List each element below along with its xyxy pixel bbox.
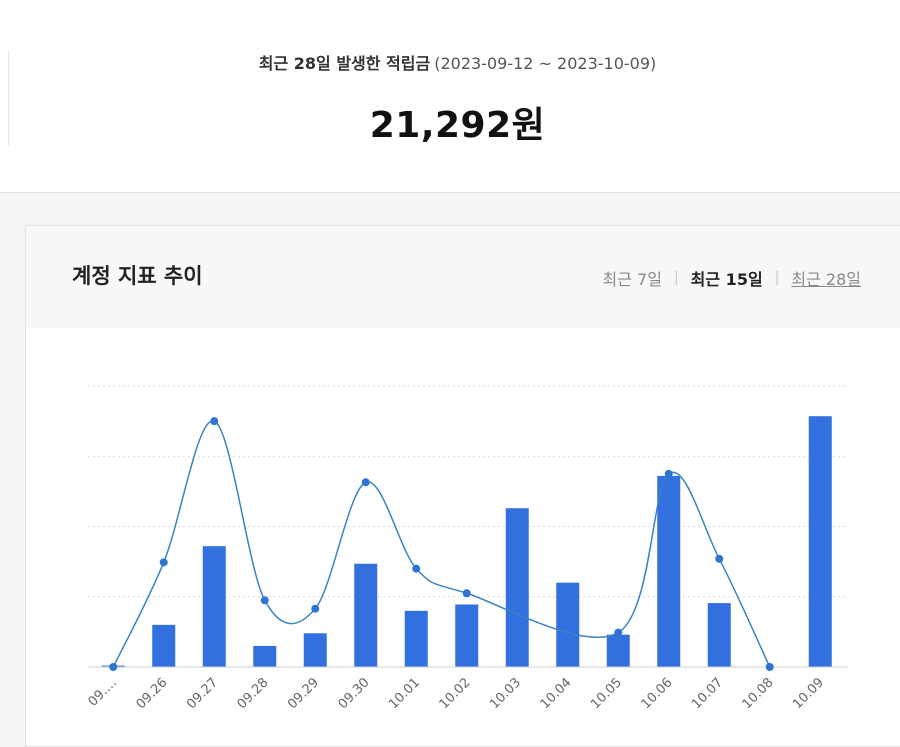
reward-amount: 21,292원 xyxy=(369,105,546,146)
line-point xyxy=(664,469,673,478)
tab-15-days[interactable]: 최근 15일 xyxy=(690,270,763,289)
card-header: 계정 지표 추이 최근 7일 | 최근 15일 | 최근 28일 xyxy=(26,226,900,328)
x-tick-label: 10.02 xyxy=(437,675,474,712)
account-metrics-card: 계정 지표 추이 최근 7일 | 최근 15일 | 최근 28일 09.… 09.… xyxy=(25,225,900,747)
x-tick-label: 09.28 xyxy=(235,675,272,712)
x-tick-label: 10.04 xyxy=(538,675,575,712)
x-tick-label: 09.26 xyxy=(134,675,171,712)
x-tick-label: 10.03 xyxy=(487,675,524,712)
bar xyxy=(505,508,529,667)
bar xyxy=(657,475,681,667)
line-point xyxy=(765,663,774,671)
line-point xyxy=(260,596,269,605)
x-tick-label: 09.… xyxy=(86,675,120,709)
line-point xyxy=(412,564,421,573)
line-point xyxy=(462,589,471,598)
bar xyxy=(606,634,630,667)
tab-7-days[interactable]: 최근 7일 xyxy=(602,270,662,289)
divider xyxy=(8,50,9,146)
line-point xyxy=(109,663,118,671)
bar xyxy=(253,645,277,667)
summary-date-range: (2023-09-12 ~ 2023-10-09) xyxy=(434,54,657,73)
bar xyxy=(808,416,832,667)
bar xyxy=(354,563,378,667)
metrics-chart: 09.… 09.26 09.27 09.28 09.29 09.30 10.01 10.02 1… xyxy=(86,385,848,712)
x-tick-label: 09.27 xyxy=(184,675,221,712)
bar xyxy=(152,624,176,667)
x-tick-label: 10.01 xyxy=(386,675,423,712)
x-tick-label: 10.06 xyxy=(639,675,676,712)
x-tick-label: 10.08 xyxy=(740,675,777,712)
x-tick-label: 10.09 xyxy=(790,675,827,712)
bar xyxy=(202,546,226,667)
line-point xyxy=(715,554,724,563)
x-tick-label: 10.07 xyxy=(689,675,726,712)
tab-separator: | xyxy=(673,270,679,286)
bar xyxy=(707,603,731,667)
line-point xyxy=(210,417,219,426)
x-tick-label: 09.30 xyxy=(336,675,373,712)
bar xyxy=(404,610,428,667)
line-point xyxy=(361,478,370,487)
summary-heading: 최근 28일 발생한 적립금 (2023-09-12 ~ 2023-10-09) xyxy=(0,50,900,74)
bar xyxy=(455,604,479,667)
tab-28-days[interactable]: 최근 28일 xyxy=(791,270,861,289)
line-point xyxy=(614,628,623,637)
bar xyxy=(303,633,327,667)
tab-separator: | xyxy=(774,270,780,286)
line-point xyxy=(159,558,168,567)
card-title: 계정 지표 추이 xyxy=(72,264,203,288)
summary-label: 최근 28일 발생한 적립금 xyxy=(258,54,431,73)
reward-summary: 최근 28일 발생한 적립금 (2023-09-12 ~ 2023-10-09) … xyxy=(0,0,900,193)
x-tick-label: 10.05 xyxy=(588,675,625,712)
period-tabs: 최근 7일 | 최근 15일 | 최근 28일 xyxy=(603,266,861,290)
line-point xyxy=(311,604,320,613)
bar xyxy=(556,582,580,667)
x-tick-label: 09.29 xyxy=(285,675,322,712)
